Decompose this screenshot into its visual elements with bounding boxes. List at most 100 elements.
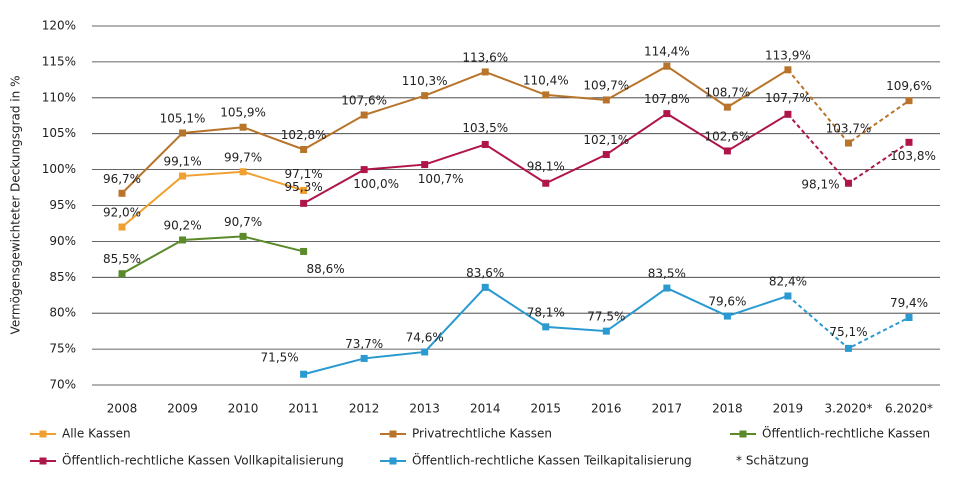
value-label: 99,7% — [224, 150, 262, 164]
point — [905, 138, 913, 146]
point — [784, 66, 792, 74]
point — [784, 110, 792, 118]
value-label: 110,4% — [523, 73, 569, 87]
y-tick-label: 95% — [49, 198, 76, 212]
value-label: 82,4% — [769, 274, 807, 288]
y-tick-label: 105% — [42, 126, 76, 140]
point — [542, 323, 550, 331]
point — [723, 103, 731, 111]
x-tick-label: 2019 — [773, 402, 804, 416]
value-label: 98,1% — [801, 178, 839, 192]
legend-marker — [389, 430, 397, 438]
value-label: 83,5% — [648, 267, 686, 281]
value-label: 75,1% — [829, 325, 867, 339]
point — [663, 62, 671, 70]
point — [300, 199, 308, 207]
value-label: 102,6% — [705, 129, 751, 143]
x-tick-label: 2016 — [591, 402, 622, 416]
point — [118, 270, 126, 278]
y-tick-label: 90% — [49, 234, 76, 248]
value-label: 113,9% — [765, 48, 811, 62]
point — [844, 179, 852, 187]
point — [300, 370, 308, 378]
point — [239, 168, 247, 176]
point — [179, 172, 187, 180]
value-label: 78,1% — [527, 305, 565, 319]
point — [542, 179, 550, 187]
point — [300, 247, 308, 255]
value-label: 83,6% — [466, 266, 504, 280]
legend-label: Privatrechtliche Kassen — [412, 427, 552, 441]
point — [602, 327, 610, 335]
x-tick-label: 2012 — [349, 402, 380, 416]
x-tick-label: 2013 — [409, 402, 440, 416]
value-label: 97,1% — [285, 167, 323, 181]
point — [723, 147, 731, 155]
series-line — [121, 65, 789, 195]
point — [663, 110, 671, 118]
value-label: 102,8% — [281, 128, 327, 142]
y-tick-label: 75% — [49, 342, 76, 356]
point — [602, 96, 610, 104]
value-label: 98,1% — [527, 160, 565, 174]
point — [360, 111, 368, 119]
value-label: 90,7% — [224, 215, 262, 229]
value-label: 96,7% — [103, 172, 141, 186]
legend-label: Öffentlich-rechtliche Kassen Vollkapital… — [62, 452, 344, 468]
point — [602, 151, 610, 159]
value-label: 100,7% — [418, 172, 464, 186]
point — [723, 312, 731, 320]
value-label: 108,7% — [705, 86, 751, 100]
legend-marker — [389, 457, 397, 465]
point — [179, 236, 187, 244]
legend-marker — [39, 430, 47, 438]
value-label: 103,5% — [462, 121, 508, 135]
series-line — [121, 170, 304, 228]
y-tick-label: 100% — [42, 162, 76, 176]
point — [360, 354, 368, 362]
value-label: 95,3% — [285, 180, 323, 194]
value-label: 110,3% — [402, 74, 448, 88]
value-label: 100,0% — [353, 177, 399, 191]
point — [239, 123, 247, 131]
x-tick-label: 2014 — [470, 402, 501, 416]
point — [844, 139, 852, 147]
value-label: 74,6% — [406, 330, 444, 344]
x-tick-label: 6.2020* — [885, 402, 933, 416]
value-label: 102,1% — [583, 133, 629, 147]
legend-marker — [739, 430, 747, 438]
y-tick-label: 85% — [49, 270, 76, 284]
y-tick-label: 120% — [42, 19, 76, 33]
value-label: 79,4% — [890, 296, 928, 310]
value-label: 71,5% — [261, 351, 299, 365]
value-label: 85,5% — [103, 252, 141, 266]
x-tick-label: 2009 — [167, 402, 198, 416]
point — [481, 283, 489, 291]
value-label: 109,7% — [583, 78, 629, 92]
y-tick-label: 110% — [42, 90, 76, 104]
x-tick-label: 2011 — [288, 402, 319, 416]
value-label: 107,6% — [341, 94, 387, 108]
value-label: 107,7% — [765, 91, 811, 105]
value-label: 103,7% — [826, 122, 872, 136]
x-tick-label: 2015 — [530, 402, 561, 416]
y-tick-label: 115% — [42, 54, 76, 68]
value-label: 90,2% — [163, 218, 201, 232]
value-label: 92,0% — [103, 206, 141, 220]
legend-label: Alle Kassen — [62, 427, 131, 441]
point — [300, 186, 308, 194]
point — [421, 161, 429, 169]
point — [784, 292, 792, 300]
point — [663, 284, 671, 292]
point — [118, 223, 126, 231]
y-tick-label: 80% — [49, 306, 76, 320]
value-label: 79,6% — [708, 295, 746, 309]
x-tick-label: 2017 — [652, 402, 683, 416]
point — [118, 189, 126, 197]
value-label: 77,5% — [587, 310, 625, 324]
value-label: 105,1% — [160, 111, 206, 125]
series-line — [121, 235, 304, 275]
value-label: 114,4% — [644, 45, 690, 59]
value-label: 73,7% — [345, 337, 383, 351]
point — [481, 140, 489, 148]
